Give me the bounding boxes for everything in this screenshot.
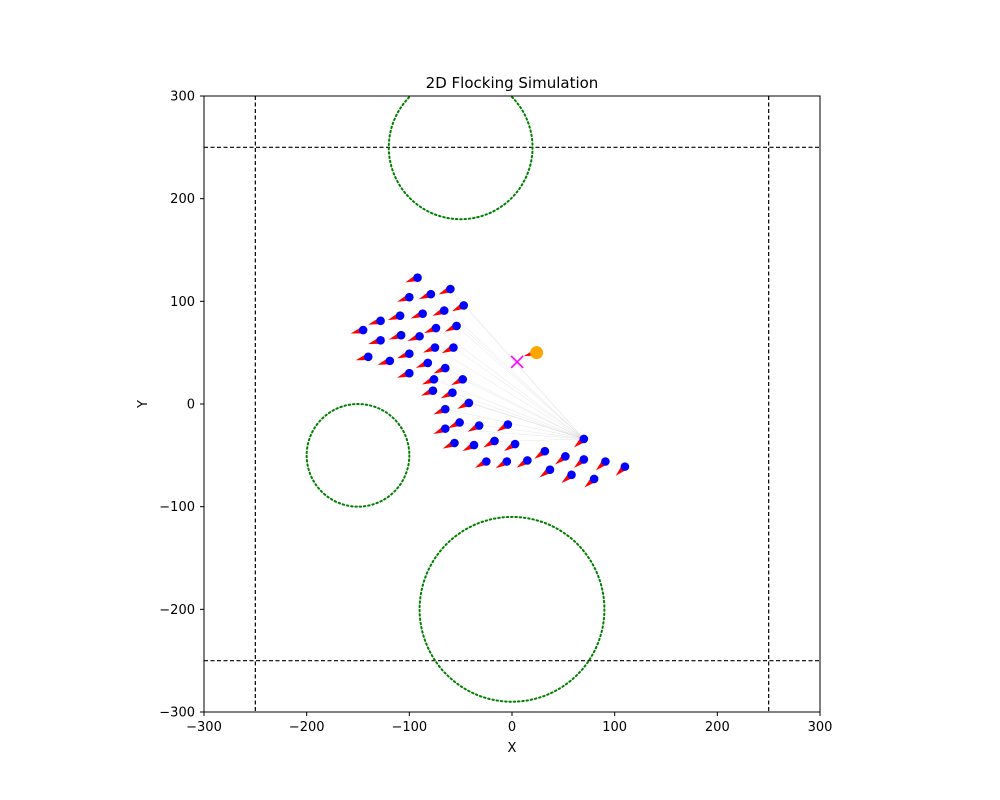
y-tick-label: 300: [170, 90, 195, 105]
boid-point: [430, 343, 440, 352]
goal-marker-stroke-2: [510, 355, 524, 369]
axes-frame: [203, 95, 821, 713]
boid-point: [426, 289, 436, 299]
boid-point: [455, 418, 464, 427]
boid-point: [523, 456, 532, 465]
y-tick-label: 200: [170, 192, 195, 207]
boid-point: [446, 284, 455, 294]
boid-connection-line: [450, 288, 584, 440]
boid-point: [490, 436, 499, 446]
boid-point: [431, 323, 441, 333]
boid-connection-line: [468, 402, 584, 440]
x-tick-label: −100: [391, 720, 427, 735]
boid-point: [439, 306, 449, 315]
boid-point: [452, 321, 461, 331]
boid-connection-line: [463, 305, 584, 440]
boid-point: [358, 325, 368, 335]
boid-point: [545, 465, 555, 475]
boid-point: [429, 375, 439, 384]
boid-point: [579, 434, 589, 444]
boid-point: [469, 440, 479, 450]
obstacle-circle-2: [418, 515, 606, 703]
x-tick-label: −200: [289, 720, 325, 735]
y-tick-label: −300: [159, 706, 195, 721]
boid-connection-line: [452, 392, 584, 440]
boid-connection-line: [445, 367, 584, 440]
boid-point: [405, 292, 414, 302]
boid-point: [395, 311, 405, 321]
boid-point: [464, 398, 474, 408]
boid-point: [458, 375, 468, 384]
boid-point: [474, 421, 484, 430]
y-tick-label: −200: [159, 603, 195, 618]
boid-point: [601, 457, 610, 466]
boid-point: [459, 301, 469, 310]
boid-point: [423, 358, 433, 368]
boid-point: [482, 457, 491, 466]
boid-point: [567, 470, 576, 480]
boid-point: [405, 368, 414, 378]
boid-point: [449, 343, 458, 352]
y-tick-label: 0: [187, 398, 195, 413]
boid-point: [396, 330, 406, 340]
boid-point: [418, 309, 427, 318]
chart-title: 2D Flocking Simulation: [426, 74, 599, 92]
boid-point: [540, 446, 550, 456]
x-axis-label: X: [508, 741, 517, 756]
boid-point: [579, 455, 589, 464]
boid-point: [502, 457, 512, 466]
boid-point: [376, 316, 385, 326]
boid-connection-line: [445, 428, 584, 440]
x-tick-label: 0: [508, 720, 516, 735]
boid-connection-line: [433, 379, 584, 440]
boid-point: [450, 438, 459, 448]
boid-point: [510, 439, 520, 449]
boid-point: [413, 273, 422, 283]
boid-connection-line: [445, 408, 584, 440]
plot-area: [204, 96, 820, 712]
boid-point: [385, 356, 395, 366]
boid-connections: [430, 288, 584, 444]
boid-connection-line: [430, 294, 584, 440]
boid-point: [620, 462, 630, 471]
boid-point: [405, 349, 414, 358]
boid-connection-line: [435, 327, 584, 440]
boid-point: [440, 424, 450, 433]
boid-point: [440, 404, 450, 414]
leader-point: [530, 346, 544, 360]
boid-point: [428, 386, 438, 395]
boid-connection-line: [462, 379, 584, 440]
boid-connection-line: [456, 325, 584, 440]
y-tick-label: −100: [159, 500, 195, 515]
x-tick-label: 100: [602, 720, 627, 735]
boid-connection-line: [444, 310, 584, 440]
boid-point: [561, 452, 570, 461]
y-axis-label: Y: [136, 400, 151, 409]
boid-connection-line: [434, 347, 584, 440]
obstacle-circle-1: [305, 403, 411, 508]
x-tick-label: 200: [705, 720, 730, 735]
boid-connection-line: [453, 347, 584, 440]
y-tick-label: 100: [170, 295, 195, 310]
boid-point: [363, 352, 373, 362]
boid-point: [376, 336, 385, 345]
obstacle-circle-0: [387, 96, 534, 221]
boid-point: [415, 331, 424, 341]
x-tick-label: 300: [808, 720, 833, 735]
x-tick-label: −300: [186, 720, 222, 735]
goal-marker: [510, 355, 524, 369]
boid-point: [440, 363, 450, 373]
boid-point: [448, 388, 457, 398]
boid-point: [503, 420, 513, 429]
boid-point: [589, 474, 599, 484]
